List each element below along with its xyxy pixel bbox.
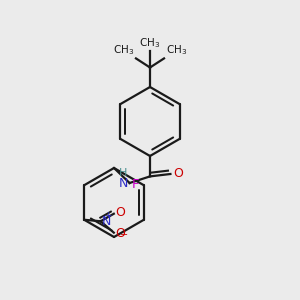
- Text: N: N: [119, 177, 128, 190]
- Text: O: O: [173, 167, 183, 180]
- Text: N: N: [102, 215, 112, 228]
- Text: CH$_3$: CH$_3$: [166, 43, 187, 57]
- Text: −: −: [120, 230, 128, 240]
- Text: H: H: [119, 168, 127, 178]
- Text: +: +: [104, 211, 112, 220]
- Text: CH$_3$: CH$_3$: [140, 36, 160, 50]
- Text: CH$_3$: CH$_3$: [113, 43, 134, 57]
- Text: F: F: [132, 178, 140, 191]
- Text: O: O: [116, 206, 125, 219]
- Text: O: O: [116, 227, 125, 240]
